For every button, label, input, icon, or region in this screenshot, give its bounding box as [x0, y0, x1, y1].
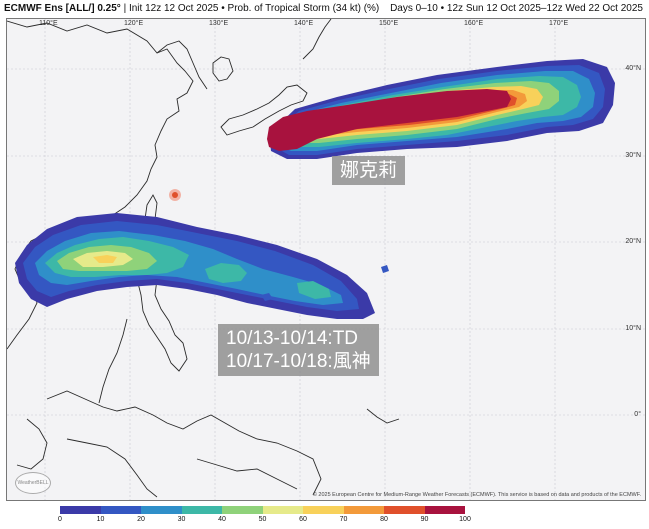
- colorbar-tick-label: 60: [299, 516, 307, 523]
- colorbar-tick-label: 20: [137, 516, 145, 523]
- td-annotation-line: 10/13-10/14:TD: [226, 328, 359, 349]
- colorbar-segment: [181, 506, 222, 514]
- probability-colorbar: [60, 506, 465, 514]
- colorbar-segment: [100, 506, 141, 514]
- map-canvas: [7, 19, 645, 500]
- fengshen-probability-swath: [15, 213, 389, 319]
- header-left: ECMWF Ens [ALL/] 0.25° | Init 12z 12 Oct…: [4, 3, 379, 14]
- separator: |: [123, 3, 129, 14]
- td-annotation-box: 10/13-10/14:TD 10/17-10/18:風神: [218, 324, 379, 376]
- storm-name-label: 娜克莉: [332, 156, 406, 185]
- copyright-text: © 2025 European Centre for Medium-Range …: [312, 492, 641, 498]
- lon-label: 140°E: [294, 20, 314, 27]
- colorbar-tick-label: 90: [420, 516, 429, 523]
- colorbar-tick-label: 0: [58, 516, 62, 523]
- colorbar-segment: [384, 506, 425, 514]
- lat-label: 40°N: [625, 65, 641, 72]
- model-title: ECMWF Ens [ALL/] 0.25°: [4, 3, 121, 14]
- colorbar-segment: [424, 506, 465, 514]
- fengshen-annotation-line: 10/17-10/18:風神: [226, 351, 371, 372]
- map-panel: 110°E 120°E 130°E 140°E 150°E 160°E 170°…: [6, 18, 646, 501]
- lat-label: 10°N: [625, 325, 641, 332]
- colorbar-tick-label: 40: [218, 516, 226, 523]
- colorbar-segment: [141, 506, 182, 514]
- colorbar-segment: [343, 506, 384, 514]
- lat-label: 0°: [634, 411, 641, 418]
- lon-label: 160°E: [464, 20, 484, 27]
- lon-label: 110°E: [39, 20, 58, 27]
- colorbar-segment: [303, 506, 344, 514]
- init-time: Init 12z 12 Oct 2025: [128, 3, 219, 14]
- header: ECMWF Ens [ALL/] 0.25° | Init 12z 12 Oct…: [0, 0, 649, 18]
- lon-label: 130°E: [209, 20, 229, 27]
- nakri-probability-swath: [267, 59, 615, 159]
- lon-label: 170°E: [549, 20, 569, 27]
- weatherbell-logo: WeatherBELL: [15, 472, 51, 494]
- lat-label: 20°N: [625, 238, 641, 245]
- colorbar-segment: [60, 506, 101, 514]
- colorbar-tick-label: 50: [258, 516, 267, 523]
- colorbar-tick-label: 100: [459, 516, 471, 523]
- lon-label: 150°E: [379, 20, 399, 27]
- lon-label: 120°E: [124, 20, 144, 27]
- colorbar-segment: [262, 506, 303, 514]
- product-name: Prob. of Tropical Storm (34 kt) (%): [227, 3, 380, 14]
- colorbar-segment: [222, 506, 263, 514]
- separator: •: [221, 3, 228, 14]
- red-probability-dot: [169, 189, 181, 201]
- valid-period: Days 0–10 • 12z Sun 12 Oct 2025–12z Wed …: [390, 3, 643, 14]
- lat-label: 30°N: [625, 152, 641, 159]
- colorbar-tick-label: 70: [339, 516, 348, 523]
- colorbar-tick-label: 80: [380, 516, 388, 523]
- colorbar-tick-label: 30: [177, 516, 186, 523]
- colorbar-tick-label: 10: [96, 516, 105, 523]
